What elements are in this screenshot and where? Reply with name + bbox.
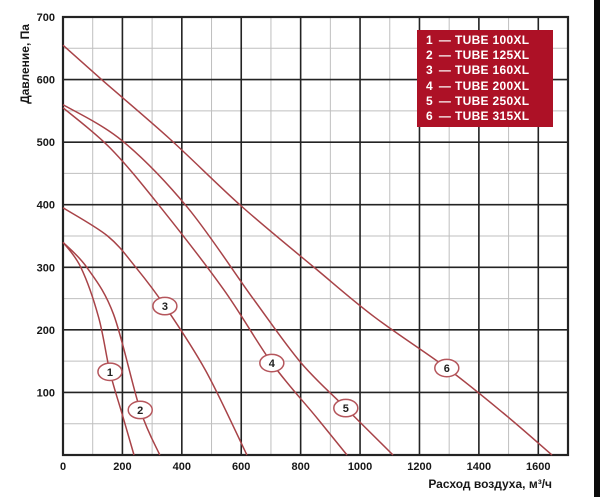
- curve-label-circle-3: [152, 296, 178, 316]
- y-tick-label: 300: [37, 262, 55, 274]
- legend-item-dash: —: [438, 48, 452, 63]
- legend-item-6: 6 — TUBE 315XL: [424, 108, 553, 123]
- legend-item-4: 4 — TUBE 200XL: [424, 78, 553, 93]
- curve-tube-2: [62, 241, 161, 456]
- legend-item-dash: —: [438, 33, 452, 48]
- x-tick-label: 1000: [348, 461, 372, 473]
- legend-item-3: 3 — TUBE 160XL: [424, 64, 553, 77]
- legend-item-label: TUBE 200XL: [455, 78, 530, 93]
- curve-tube-4: [62, 107, 348, 456]
- curve-label-number-3: 3: [162, 301, 168, 313]
- y-tick-label: 400: [37, 200, 55, 212]
- curve-label-number-6: 6: [444, 363, 450, 375]
- y-tick-label: 200: [37, 325, 55, 337]
- legend-item-dash: —: [438, 108, 452, 123]
- x-tick-label: 1200: [407, 461, 431, 473]
- legend-item-label: TUBE 160XL: [455, 63, 530, 78]
- curve-label-number-2: 2: [137, 405, 143, 417]
- legend-item-2: 2 — TUBE 125XL: [424, 49, 553, 62]
- legend-item-number: 5: [426, 93, 433, 108]
- x-tick-label: 0: [60, 461, 66, 473]
- curve-label-circle-1: [97, 362, 123, 382]
- curve-label-number-1: 1: [107, 367, 113, 379]
- legend-item-number: 1: [426, 33, 433, 48]
- x-tick-label: 600: [232, 461, 250, 473]
- x-tick-label: 1600: [526, 461, 550, 473]
- legend-item-number: 3: [426, 63, 433, 78]
- legend-item-dash: —: [438, 78, 452, 93]
- legend: 1— TUBE 100XL 2— TUBE 125XL 3— TUBE 160XL 4— TU…: [417, 30, 553, 127]
- curve-label-circle-6: [434, 358, 460, 378]
- y-tick-label: 500: [37, 137, 55, 149]
- legend-item-label: TUBE 100XL: [455, 33, 530, 48]
- legend-item-1: 1 — TUBE 100XL: [424, 34, 553, 47]
- curve-label-circle-2: [127, 400, 153, 420]
- curve-label-circle-5: [333, 398, 359, 418]
- legend-item-label: TUBE 315XL: [455, 108, 530, 123]
- curve-label-number-5: 5: [343, 403, 349, 415]
- y-axis-title: Давление, Па: [18, 24, 32, 104]
- x-tick-label: 1400: [467, 461, 491, 473]
- legend-item-label: TUBE 125XL: [455, 48, 530, 63]
- curve-label-number-4: 4: [269, 358, 276, 370]
- x-tick-label: 800: [291, 461, 309, 473]
- curve-tube-3: [62, 207, 248, 456]
- curve-label-circle-4: [259, 353, 285, 373]
- y-tick-label: 100: [37, 387, 55, 399]
- legend-item-number: 4: [426, 78, 433, 93]
- legend-item-label: TUBE 250XL: [455, 93, 530, 108]
- curve-tube-1: [62, 241, 135, 456]
- scan-edge-bar: [594, 0, 600, 497]
- legend-item-dash: —: [438, 63, 452, 78]
- y-tick-label: 600: [37, 75, 55, 87]
- x-axis-title: Расход воздуха, м³/ч: [428, 477, 552, 491]
- curve-tube-6: [62, 44, 553, 456]
- x-tick-label: 200: [113, 461, 131, 473]
- legend-item-number: 2: [426, 48, 433, 63]
- legend-item-number: 6: [426, 108, 433, 123]
- legend-item-dash: —: [438, 93, 452, 108]
- x-tick-label: 400: [173, 461, 191, 473]
- y-tick-label: 700: [37, 12, 55, 24]
- legend-item-5: 5 — TUBE 250XL: [424, 93, 553, 108]
- plot-border: [61, 15, 570, 457]
